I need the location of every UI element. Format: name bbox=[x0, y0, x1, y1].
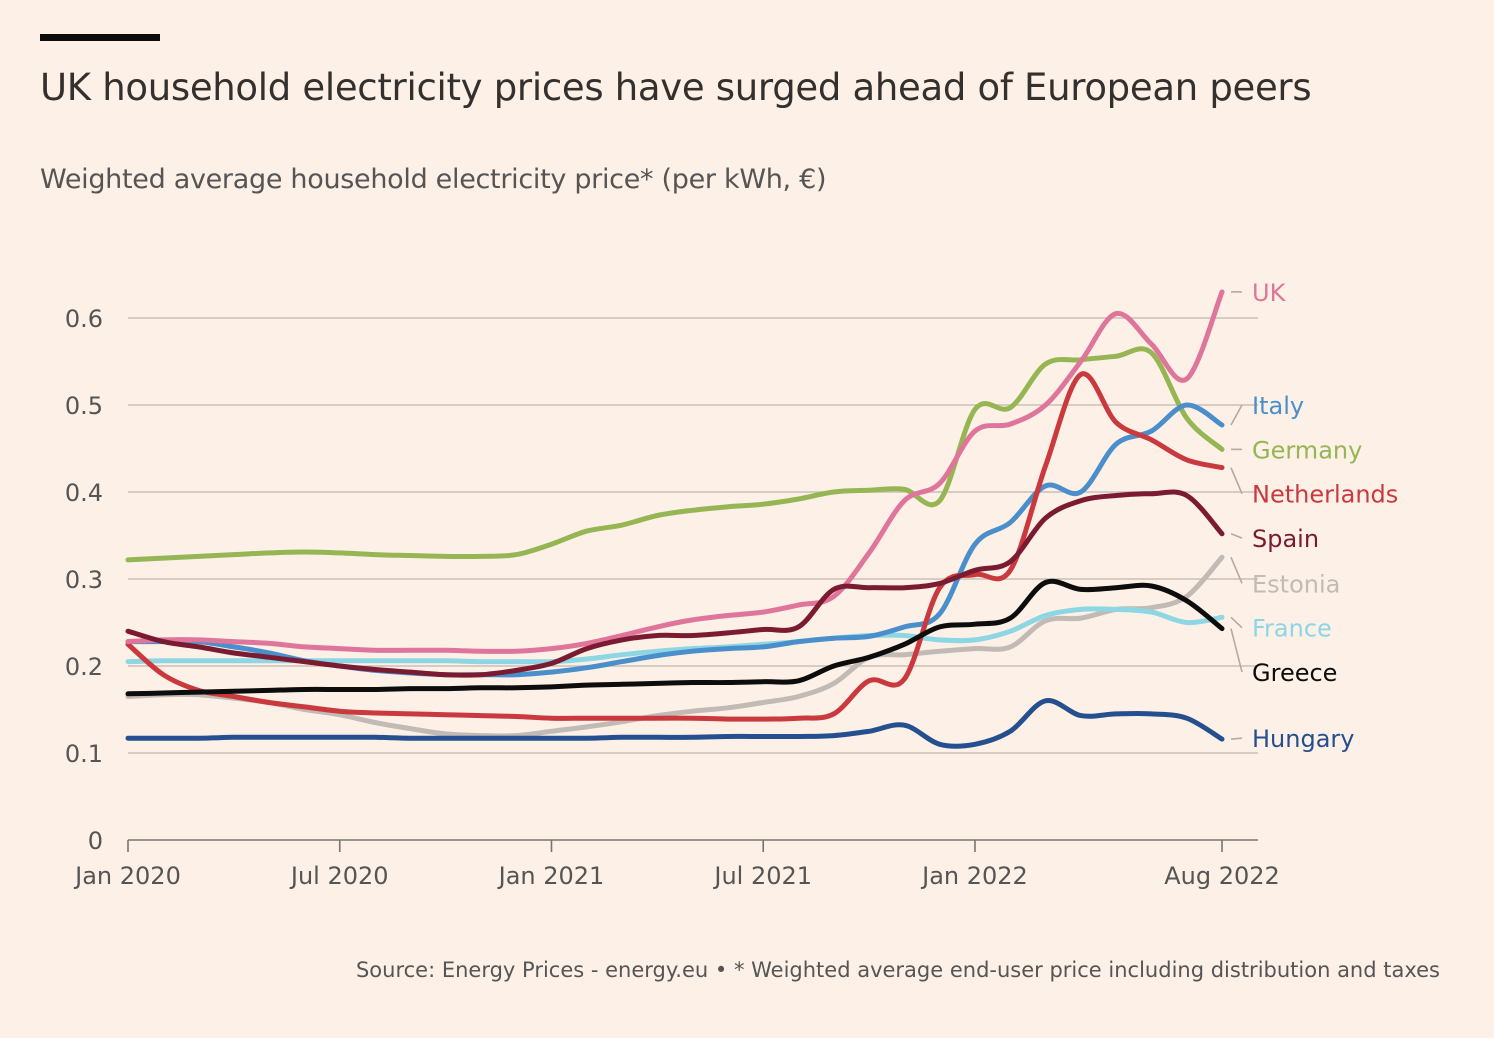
y-tick-label: 0.6 bbox=[65, 305, 103, 333]
series-line-spain bbox=[125, 489, 1225, 678]
series-line-hungary bbox=[125, 698, 1225, 749]
chart-title: UK household electricity prices have sur… bbox=[40, 66, 1312, 109]
series-label-france: France bbox=[1252, 615, 1332, 643]
chart-subtitle: Weighted average household electricity p… bbox=[40, 164, 827, 195]
series-line-uk bbox=[125, 289, 1225, 654]
x-tick-label: Jan 2021 bbox=[497, 862, 605, 890]
label-leader-italy bbox=[1230, 404, 1243, 426]
series-label-hungary: Hungary bbox=[1252, 725, 1354, 753]
x-tick-label: Jan 2020 bbox=[73, 862, 181, 890]
series-label-uk: UK bbox=[1252, 279, 1287, 307]
label-leader-estonia bbox=[1230, 556, 1243, 584]
x-tick-label: Aug 2022 bbox=[1164, 862, 1280, 890]
label-leader-spain bbox=[1230, 533, 1243, 539]
series-line-netherlands bbox=[125, 371, 1225, 722]
gridlines bbox=[128, 317, 1258, 841]
y-axis-ticks: 0 0.1 0.2 0.3 0.4 0.5 0.6 bbox=[65, 305, 103, 855]
label-leader-france bbox=[1230, 616, 1243, 629]
series-label-netherlands: Netherlands bbox=[1252, 481, 1398, 509]
source-note: Source: Energy Prices - energy.eu • * We… bbox=[355, 958, 1440, 982]
label-leader-netherlands bbox=[1230, 467, 1243, 495]
series-line-germany bbox=[125, 346, 1225, 563]
series-line-estonia bbox=[125, 554, 1225, 739]
y-tick-label: 0.4 bbox=[65, 479, 103, 507]
series-labels: UK Italy Germany Netherlands Spain Estonia Fra… bbox=[1230, 279, 1398, 753]
series-label-greece: Greece bbox=[1252, 659, 1337, 687]
x-axis: Jan 2020 Jul 2020 Jan 2021 Jul 2021 Jan 2022… bbox=[73, 840, 1280, 890]
y-tick-label: 0.1 bbox=[65, 740, 103, 768]
brand-bar bbox=[40, 34, 160, 41]
y-tick-label: 0.5 bbox=[65, 392, 103, 420]
x-tick-label: Jul 2021 bbox=[712, 862, 812, 890]
x-tick-label: Jan 2022 bbox=[920, 862, 1028, 890]
series-label-italy: Italy bbox=[1252, 392, 1304, 420]
label-leader-hungary bbox=[1230, 737, 1243, 740]
x-tick-label: Jul 2020 bbox=[289, 862, 389, 890]
y-tick-label: 0 bbox=[88, 827, 103, 855]
series-label-germany: Germany bbox=[1252, 436, 1362, 464]
y-tick-label: 0.3 bbox=[65, 566, 103, 594]
series-lines bbox=[125, 289, 1225, 749]
y-tick-label: 0.2 bbox=[65, 653, 103, 681]
series-label-spain: Spain bbox=[1252, 525, 1319, 553]
series-line-greece bbox=[125, 578, 1225, 697]
series-label-estonia: Estonia bbox=[1252, 570, 1340, 598]
label-leader-greece bbox=[1230, 628, 1243, 673]
